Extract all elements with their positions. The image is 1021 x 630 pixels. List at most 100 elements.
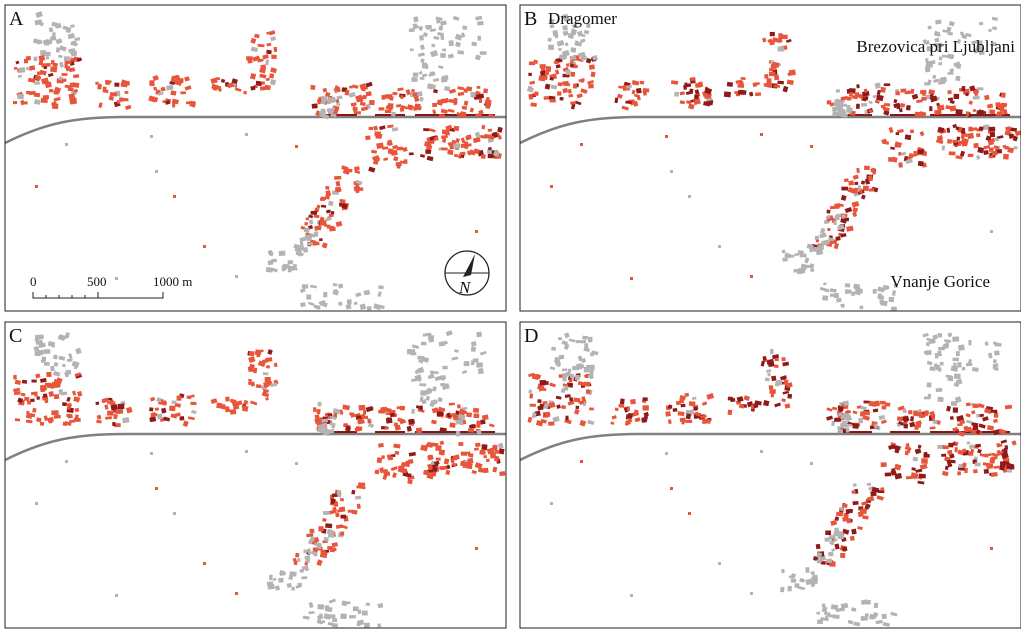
building (481, 444, 487, 450)
building (348, 510, 353, 513)
building (295, 145, 298, 148)
building (947, 450, 953, 455)
building (52, 103, 58, 109)
building (851, 529, 857, 535)
building (750, 275, 753, 278)
building (588, 84, 594, 89)
building (984, 95, 989, 100)
building (449, 40, 454, 46)
building (880, 87, 886, 93)
building (422, 63, 427, 68)
building (245, 450, 248, 453)
building (393, 156, 398, 161)
building (890, 147, 895, 150)
building (921, 97, 926, 101)
building (35, 373, 40, 378)
building (587, 420, 594, 425)
building (250, 401, 257, 406)
building (328, 532, 334, 537)
building (448, 54, 454, 59)
building (528, 389, 532, 393)
building (528, 73, 532, 77)
building (322, 242, 328, 248)
building (810, 571, 815, 575)
building (569, 338, 576, 342)
place-name: Vnanje Gorice (890, 272, 990, 291)
building (39, 20, 43, 24)
building (169, 406, 176, 412)
building (738, 90, 744, 95)
building (53, 371, 61, 377)
building (845, 207, 853, 213)
building (475, 132, 481, 138)
building (665, 135, 668, 138)
building (901, 152, 906, 156)
building (107, 411, 114, 416)
building (35, 75, 41, 80)
building (574, 65, 578, 68)
building (308, 242, 313, 246)
building (856, 104, 860, 109)
building (336, 221, 343, 227)
building (470, 92, 475, 97)
building (789, 70, 796, 76)
building (173, 512, 176, 515)
building (428, 335, 434, 341)
building (665, 452, 668, 455)
building (400, 107, 404, 112)
building (36, 417, 42, 422)
building (580, 340, 586, 344)
building (245, 133, 248, 136)
building (351, 490, 355, 495)
building (52, 32, 56, 37)
building (780, 587, 785, 593)
building (848, 620, 854, 625)
building (441, 109, 448, 114)
building (125, 91, 129, 94)
building (665, 411, 671, 417)
building (32, 380, 37, 383)
building (848, 187, 856, 194)
building (403, 147, 408, 152)
building (457, 86, 464, 90)
building (614, 98, 618, 104)
building (954, 94, 960, 99)
building (957, 471, 961, 475)
building (689, 401, 696, 406)
building (413, 16, 418, 22)
building (338, 283, 343, 288)
building (334, 176, 341, 180)
building (673, 408, 678, 412)
building (923, 151, 927, 156)
building (481, 154, 486, 159)
building (529, 394, 533, 399)
building (755, 92, 761, 96)
building (674, 92, 679, 97)
building (333, 283, 337, 286)
building (630, 594, 633, 597)
building (43, 95, 49, 99)
building (985, 341, 989, 345)
building (955, 447, 958, 452)
building (58, 55, 63, 58)
building (921, 458, 928, 464)
building (560, 55, 566, 58)
building (992, 26, 997, 30)
building (75, 408, 79, 412)
building (56, 38, 63, 44)
building (451, 413, 456, 416)
building (688, 104, 695, 110)
building (235, 275, 238, 278)
building (36, 396, 40, 400)
building (568, 369, 572, 372)
building (823, 282, 827, 285)
building (989, 127, 996, 131)
building (54, 394, 59, 399)
building (834, 418, 841, 422)
building (962, 86, 966, 91)
building (477, 21, 484, 25)
building (782, 362, 789, 367)
building (184, 76, 190, 81)
building (856, 84, 860, 88)
building (589, 64, 595, 69)
